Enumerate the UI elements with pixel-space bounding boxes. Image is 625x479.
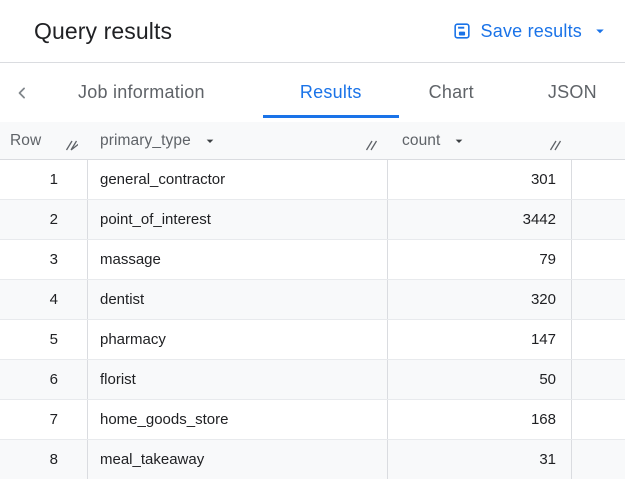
- sort-caret-icon[interactable]: [451, 133, 467, 149]
- save-results-label: Save results: [480, 20, 582, 41]
- table-row: 7 home_goods_store 168: [0, 400, 625, 440]
- sort-caret-icon[interactable]: [202, 133, 218, 149]
- column-resize-icon[interactable]: [365, 138, 378, 156]
- chevron-left-icon[interactable]: [8, 79, 36, 107]
- save-icon: [452, 21, 472, 41]
- row-number-cell: 4: [0, 280, 88, 319]
- table-row: 3 massage 79: [0, 240, 625, 280]
- row-number-cell: 5: [0, 320, 88, 359]
- row-number-cell: 2: [0, 200, 88, 239]
- table-body: 1 general_contractor 301 2 point_of_interest…: [0, 160, 625, 479]
- column-resize-icon[interactable]: [65, 138, 83, 156]
- filler-cell: [572, 240, 625, 279]
- filler-cell: [572, 280, 625, 319]
- tab-results[interactable]: Results: [262, 63, 399, 122]
- table-row: 2 point_of_interest 3442: [0, 200, 625, 240]
- column-header-count-label: count: [402, 131, 441, 149]
- column-header-row-label: Row: [10, 131, 42, 149]
- count-cell: 301: [388, 160, 572, 199]
- count-cell: 31: [388, 440, 572, 479]
- filler-cell: [572, 360, 625, 399]
- count-cell: 79: [388, 240, 572, 279]
- count-cell: 147: [388, 320, 572, 359]
- row-number-cell: 7: [0, 400, 88, 439]
- primary-type-cell: florist: [88, 360, 388, 399]
- column-header-filler: [572, 122, 625, 159]
- column-header-primary-type-label: primary_type: [100, 131, 191, 149]
- column-resize-icon[interactable]: [549, 138, 562, 156]
- row-number-cell: 6: [0, 360, 88, 399]
- column-header-count: count: [388, 122, 572, 159]
- tab-job-information[interactable]: Job information: [78, 82, 205, 102]
- table-row: 1 general_contractor 301: [0, 160, 625, 200]
- count-cell: 320: [388, 280, 572, 319]
- primary-type-cell: general_contractor: [88, 160, 388, 199]
- table-row: 5 pharmacy 147: [0, 320, 625, 360]
- filler-cell: [572, 200, 625, 239]
- page-title: Query results: [34, 17, 173, 44]
- tab-chart[interactable]: Chart: [428, 82, 474, 102]
- primary-type-cell: dentist: [88, 280, 388, 319]
- column-header-primary-type: primary_type: [88, 122, 388, 159]
- primary-type-cell: pharmacy: [88, 320, 388, 359]
- filler-cell: [572, 440, 625, 479]
- row-number-cell: 3: [0, 240, 88, 279]
- panel-header: Query results Save results: [0, 0, 625, 62]
- count-cell: 50: [388, 360, 572, 399]
- table-row: 8 meal_takeaway 31: [0, 440, 625, 479]
- row-number-cell: 8: [0, 440, 88, 479]
- save-results-button[interactable]: Save results: [452, 21, 609, 42]
- primary-type-cell: home_goods_store: [88, 400, 388, 439]
- row-number-cell: 1: [0, 160, 88, 199]
- table-row: 4 dentist 320: [0, 280, 625, 320]
- primary-type-cell: point_of_interest: [88, 200, 388, 239]
- primary-type-cell: massage: [88, 240, 388, 279]
- filler-cell: [572, 160, 625, 199]
- tab-json[interactable]: JSON: [547, 82, 597, 102]
- table-row: 6 florist 50: [0, 360, 625, 400]
- filler-cell: [572, 400, 625, 439]
- primary-type-cell: meal_takeaway: [88, 440, 388, 479]
- count-cell: 3442: [388, 200, 572, 239]
- column-header-row: Row: [0, 122, 88, 159]
- table-header: Row primary_type count: [0, 122, 625, 160]
- arrow-drop-down-icon: [591, 22, 609, 40]
- count-cell: 168: [388, 400, 572, 439]
- tab-bar: Job information Results Chart JSON: [0, 62, 625, 122]
- filler-cell: [572, 320, 625, 359]
